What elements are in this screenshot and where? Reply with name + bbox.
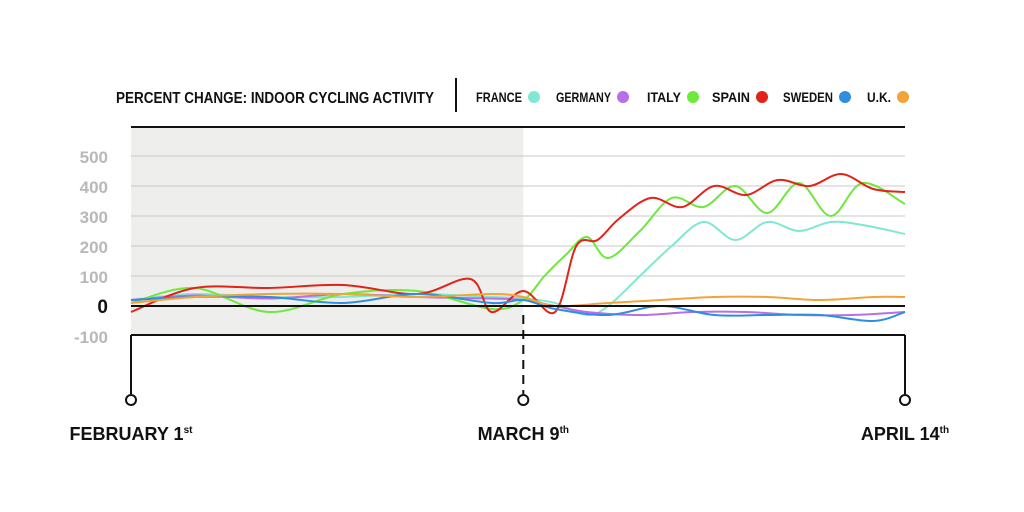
legend-label: SWEDEN (783, 89, 833, 105)
legend-label: U.K. (867, 89, 891, 105)
y-tick-label: 100 (80, 268, 108, 287)
y-tick-label: -100 (74, 328, 108, 347)
y-tick-label: 300 (80, 208, 108, 227)
legend-swatch (897, 91, 909, 103)
series-line-france (130, 220, 906, 317)
x-tick-label: MARCH 9th (478, 424, 569, 444)
legend: FRANCE GERMANY ITALY SPAIN SWEDEN U.K. (476, 89, 909, 105)
legend-swatch (528, 91, 540, 103)
y-tick-label: 0 (97, 297, 108, 318)
grid (131, 155, 905, 277)
x-marker-dot (517, 394, 530, 406)
legend-swatch (839, 91, 851, 103)
chart-title: PERCENT CHANGE: INDOOR CYCLING ACTIVITY (116, 90, 434, 107)
legend-swatch (687, 91, 699, 103)
x-marker-dot (899, 394, 911, 406)
y-tick-label: 500 (80, 148, 108, 167)
x-marker-dot (125, 394, 137, 406)
x-tick-label: FEBRUARY 1st (70, 424, 194, 444)
legend-label: SPAIN (712, 89, 750, 105)
legend-swatch (617, 91, 629, 103)
x-tick-label: APRIL 14th (861, 424, 949, 444)
x-axis: FEBRUARY 1st MARCH 9th APRIL 14th (70, 315, 949, 444)
y-axis: 500 400 300 200 100 0 -100 (74, 148, 108, 347)
series-line-spain (130, 172, 906, 315)
legend-label: GERMANY (556, 89, 612, 105)
y-tick-label: 400 (80, 178, 108, 197)
legend-label: FRANCE (476, 89, 522, 105)
series-line-sweden (130, 293, 906, 323)
frame (131, 126, 905, 336)
shaded-region (131, 127, 524, 335)
legend-label: ITALY (647, 89, 682, 105)
legend-swatch (756, 91, 768, 103)
y-tick-label: 200 (80, 238, 108, 257)
